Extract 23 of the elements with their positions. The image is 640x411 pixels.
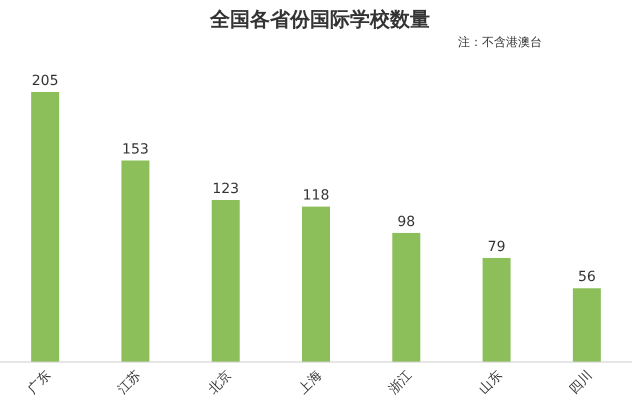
data-label: 118 <box>302 188 330 204</box>
data-label: 123 <box>212 181 240 197</box>
x-tick-label: 山东 <box>476 368 506 398</box>
bar <box>482 258 511 362</box>
bar <box>572 288 601 362</box>
x-tick-label: 四川 <box>566 368 596 398</box>
bar <box>31 92 60 362</box>
data-label: 153 <box>122 141 149 158</box>
bar <box>121 160 150 362</box>
x-tick-label: 上海 <box>296 368 325 398</box>
x-tick-label: 北京 <box>206 368 235 398</box>
bar <box>392 232 420 362</box>
text: 注：不含港澳台 <box>458 35 542 49</box>
bar <box>302 206 330 362</box>
data-label: 56 <box>578 269 596 286</box>
chart-title: 全国各省份国际学校数量 <box>209 7 430 31</box>
x-tick-label: 浙江 <box>386 368 416 398</box>
x-tick-label: 江苏 <box>115 368 144 398</box>
data-label: 205 <box>32 73 59 89</box>
data-label: 79 <box>488 238 506 255</box>
x-tick-label: 广东 <box>24 368 54 398</box>
bar <box>212 200 240 362</box>
data-label: 98 <box>397 214 416 230</box>
